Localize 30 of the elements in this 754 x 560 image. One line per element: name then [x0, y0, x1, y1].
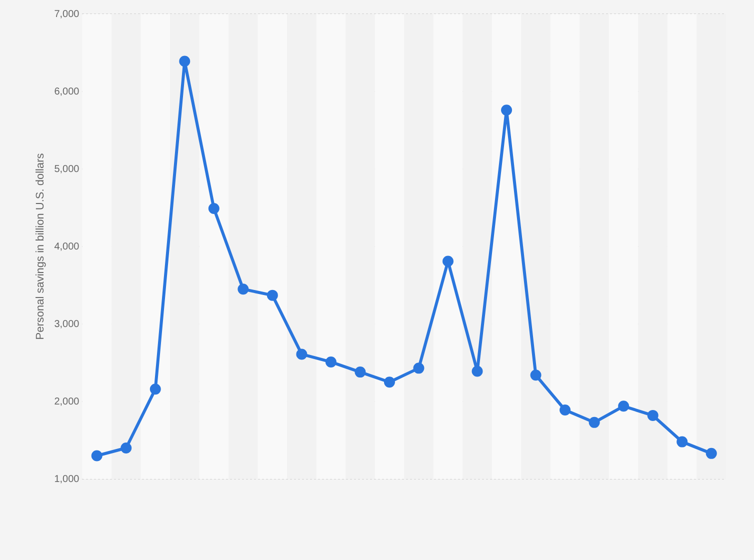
- point: [472, 366, 483, 377]
- y-tick-label: 4,000: [54, 241, 80, 252]
- point: [647, 410, 658, 421]
- point: [676, 436, 688, 448]
- point: [266, 290, 278, 301]
- point: [354, 366, 366, 378]
- point: [442, 256, 454, 267]
- point: [588, 416, 600, 428]
- point: [296, 348, 308, 360]
- point: [91, 450, 102, 462]
- y-tick-label: 1,000: [54, 474, 80, 485]
- point: [384, 376, 395, 388]
- y-tick-label: 6,000: [54, 86, 80, 98]
- point: [150, 384, 161, 395]
- point: [325, 356, 336, 368]
- point: [238, 284, 249, 295]
- point: [179, 56, 190, 67]
- y-axis-title: Personal savings in billion U.S. dollars: [34, 152, 47, 340]
- point: [706, 448, 717, 459]
- point: [618, 400, 630, 412]
- point: [208, 203, 220, 214]
- y-tick-label: 7,000: [54, 8, 80, 20]
- y-tick-label: 5,000: [54, 164, 80, 175]
- point: [530, 370, 542, 381]
- point: [560, 404, 571, 416]
- y-tick-label: 2,000: [54, 396, 80, 408]
- y-tick-label: 3,000: [54, 318, 80, 330]
- point: [501, 104, 512, 116]
- point: [120, 442, 132, 454]
- point: [413, 362, 424, 374]
